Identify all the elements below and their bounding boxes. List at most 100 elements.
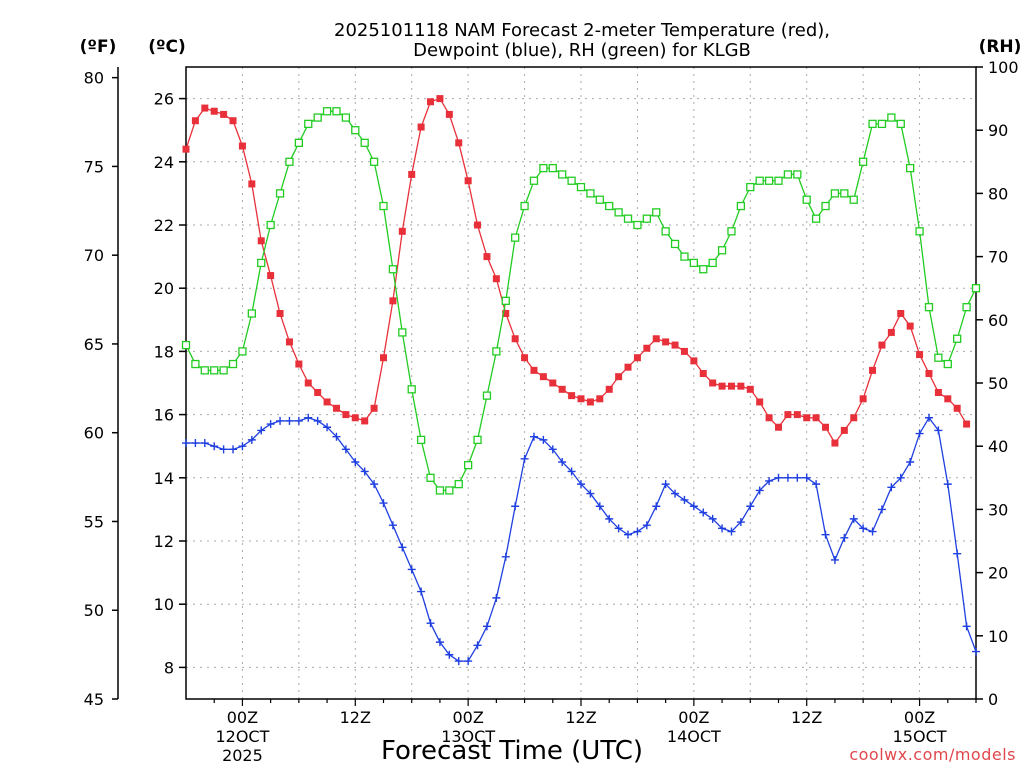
temp-point (671, 341, 679, 349)
dewpoint-point (388, 521, 397, 530)
rh-point (699, 265, 708, 274)
dewpoint-point (323, 423, 332, 432)
temp-point (615, 373, 623, 381)
dewpoint-point (708, 514, 717, 523)
temp-point (643, 344, 651, 352)
rh-point (849, 195, 858, 204)
credit-text: coolwx.com/models (849, 745, 1016, 764)
dewpoint-point (313, 416, 322, 425)
rh-point (764, 176, 774, 185)
rh-point (454, 479, 463, 489)
dewpoint-point (689, 502, 698, 511)
rh-point (548, 163, 557, 173)
rh-point (238, 347, 247, 356)
f-tick-label: 50 (84, 601, 104, 620)
rh-point (586, 189, 595, 198)
temp-point (304, 379, 312, 387)
temp-point (934, 388, 942, 396)
c-tick-label: 10 (154, 595, 174, 614)
series-layer (181, 95, 981, 666)
x-tick-date: 12OCT (215, 727, 269, 746)
dewpoint-point (624, 530, 633, 539)
dewpoint-point (445, 650, 454, 659)
rh-point (755, 176, 764, 185)
temp-point (812, 414, 820, 422)
c-tick-label: 8 (164, 658, 174, 677)
dewpoint-point (877, 505, 886, 514)
temp-point (182, 145, 190, 153)
temp-point (803, 414, 811, 422)
dewpoint-point (191, 439, 200, 448)
dewpoint-point (972, 647, 980, 656)
dewpoint-point (285, 416, 294, 425)
dewpoint-point (840, 533, 849, 542)
rh-point (200, 366, 209, 375)
temp-point (427, 98, 435, 106)
left-unit-fahrenheit: (ºF) (80, 37, 117, 57)
dewpoint-point (765, 476, 774, 485)
dewpoint-point (577, 480, 585, 489)
rh-point (689, 258, 699, 268)
x-axis-label: Forecast Time (UTC) (381, 736, 643, 766)
rh-point (971, 284, 981, 293)
temp-point (690, 357, 698, 365)
temp-point (521, 354, 529, 362)
temp-point (530, 366, 538, 374)
f-tick-label: 45 (84, 690, 104, 709)
x-tick-date: 15OCT (893, 727, 947, 746)
dewpoint-point (915, 429, 924, 438)
temp-point (850, 414, 858, 422)
dewpoint-point (370, 480, 379, 489)
rh-point (492, 347, 501, 356)
series-temperature (182, 95, 971, 447)
temp-point (464, 177, 472, 185)
rh-point (924, 303, 934, 312)
c-tick-label: 12 (154, 532, 174, 551)
temp-point (906, 322, 914, 330)
x-tick-date: 14OCT (667, 727, 721, 746)
dewpoint-point (652, 502, 661, 511)
rh-point (304, 119, 313, 129)
temp-point (568, 392, 576, 400)
rh-point (369, 157, 379, 166)
series-line-rh (185, 110, 977, 492)
rh-point (473, 435, 482, 445)
dewpoint-point (511, 502, 520, 511)
rh-tick-label: 90 (988, 121, 1008, 140)
rh-tick-label: 70 (988, 248, 1008, 267)
dewpoint-point (182, 439, 190, 448)
temp-point (455, 139, 463, 147)
temp-point (775, 423, 782, 431)
left-unit-celsius: (ºC) (148, 37, 186, 57)
rh-point (858, 157, 868, 166)
dewpoint-point (793, 473, 802, 482)
temp-point (445, 110, 453, 118)
temp-point (624, 363, 632, 371)
temp-point (257, 237, 265, 245)
series-line-temperature (185, 97, 968, 445)
dewpoint-point (727, 527, 736, 536)
dewpoint-point (633, 527, 642, 536)
rh-point (501, 296, 510, 305)
rh-point (680, 252, 689, 261)
dewpoint-point (426, 619, 435, 628)
f-tick-label: 80 (84, 69, 104, 88)
rh-point (727, 227, 736, 236)
rh-point (943, 359, 952, 369)
rh-point (463, 461, 473, 470)
dewpoint-point (943, 480, 952, 489)
temp-point (680, 347, 688, 355)
rh-point (294, 138, 304, 147)
dewpoint-point (332, 432, 341, 441)
c-tick-label: 14 (154, 469, 174, 488)
temp-point (201, 104, 209, 112)
temp-point (944, 395, 952, 403)
dewpoint-point (906, 458, 915, 466)
rh-point (717, 246, 727, 255)
x-tick-label: 00Z (678, 708, 709, 727)
series-line-dewpoint (186, 416, 977, 662)
dewpoint-point (520, 454, 529, 463)
rh-point (962, 303, 971, 312)
temp-point (558, 385, 566, 393)
dewpoint-point (924, 413, 933, 422)
